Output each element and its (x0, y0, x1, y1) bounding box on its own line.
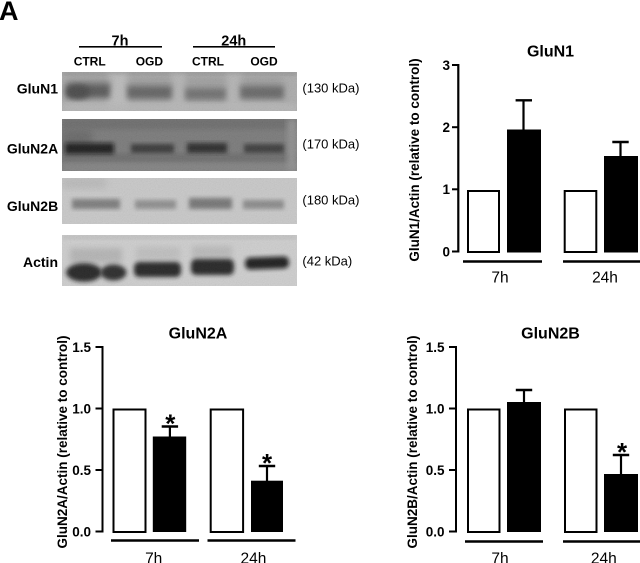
svg-text:A: A (0, 0, 19, 26)
svg-text:GluN1: GluN1 (527, 44, 574, 61)
svg-text:(42 kDa): (42 kDa) (302, 254, 352, 269)
svg-text:Actin: Actin (23, 254, 58, 270)
svg-text:GluN2B: GluN2B (7, 198, 58, 214)
svg-text:2: 2 (442, 120, 450, 135)
svg-text:GluN1/Actin (relative to contr: GluN1/Actin (relative to control) (407, 58, 422, 261)
svg-text:(170 kDa): (170 kDa) (302, 136, 359, 151)
svg-text:7h: 7h (491, 550, 508, 563)
svg-text:0.5: 0.5 (72, 463, 91, 478)
svg-text:*: * (617, 437, 628, 467)
svg-text:24h: 24h (221, 33, 246, 49)
svg-text:OGD: OGD (136, 55, 164, 69)
svg-text:CTRL: CTRL (74, 55, 106, 69)
svg-text:(180 kDa): (180 kDa) (302, 193, 359, 208)
svg-text:24h: 24h (591, 550, 617, 563)
svg-text:1.5: 1.5 (72, 340, 91, 355)
svg-text:*: * (165, 409, 176, 439)
svg-text:GluN2B/Actin (relative to cont: GluN2B/Actin (relative to control) (405, 335, 420, 548)
svg-text:7h: 7h (491, 269, 508, 286)
svg-text:3: 3 (442, 58, 450, 73)
svg-text:GluN2B: GluN2B (521, 326, 580, 343)
svg-text:7h: 7h (145, 550, 162, 563)
svg-text:24h: 24h (592, 269, 618, 286)
svg-text:0: 0 (442, 244, 450, 259)
svg-text:7h: 7h (112, 33, 129, 49)
svg-text:0.5: 0.5 (426, 463, 445, 478)
svg-text:(130 kDa): (130 kDa) (302, 81, 359, 96)
svg-text:0.0: 0.0 (426, 524, 445, 539)
svg-text:24h: 24h (240, 550, 266, 563)
svg-text:*: * (262, 448, 273, 478)
svg-text:1.0: 1.0 (72, 401, 91, 416)
svg-text:0.0: 0.0 (72, 524, 91, 539)
svg-text:OGD: OGD (250, 55, 278, 69)
svg-text:GluN2A: GluN2A (169, 326, 228, 343)
svg-text:GluN2A: GluN2A (7, 140, 58, 156)
svg-text:CTRL: CTRL (192, 55, 224, 69)
svg-text:GluN2A/Actin (relative to cont: GluN2A/Actin (relative to control) (55, 335, 70, 548)
svg-text:GluN1: GluN1 (17, 81, 58, 97)
svg-text:1.0: 1.0 (426, 401, 445, 416)
svg-text:1: 1 (442, 182, 450, 197)
svg-text:1.5: 1.5 (426, 340, 445, 355)
